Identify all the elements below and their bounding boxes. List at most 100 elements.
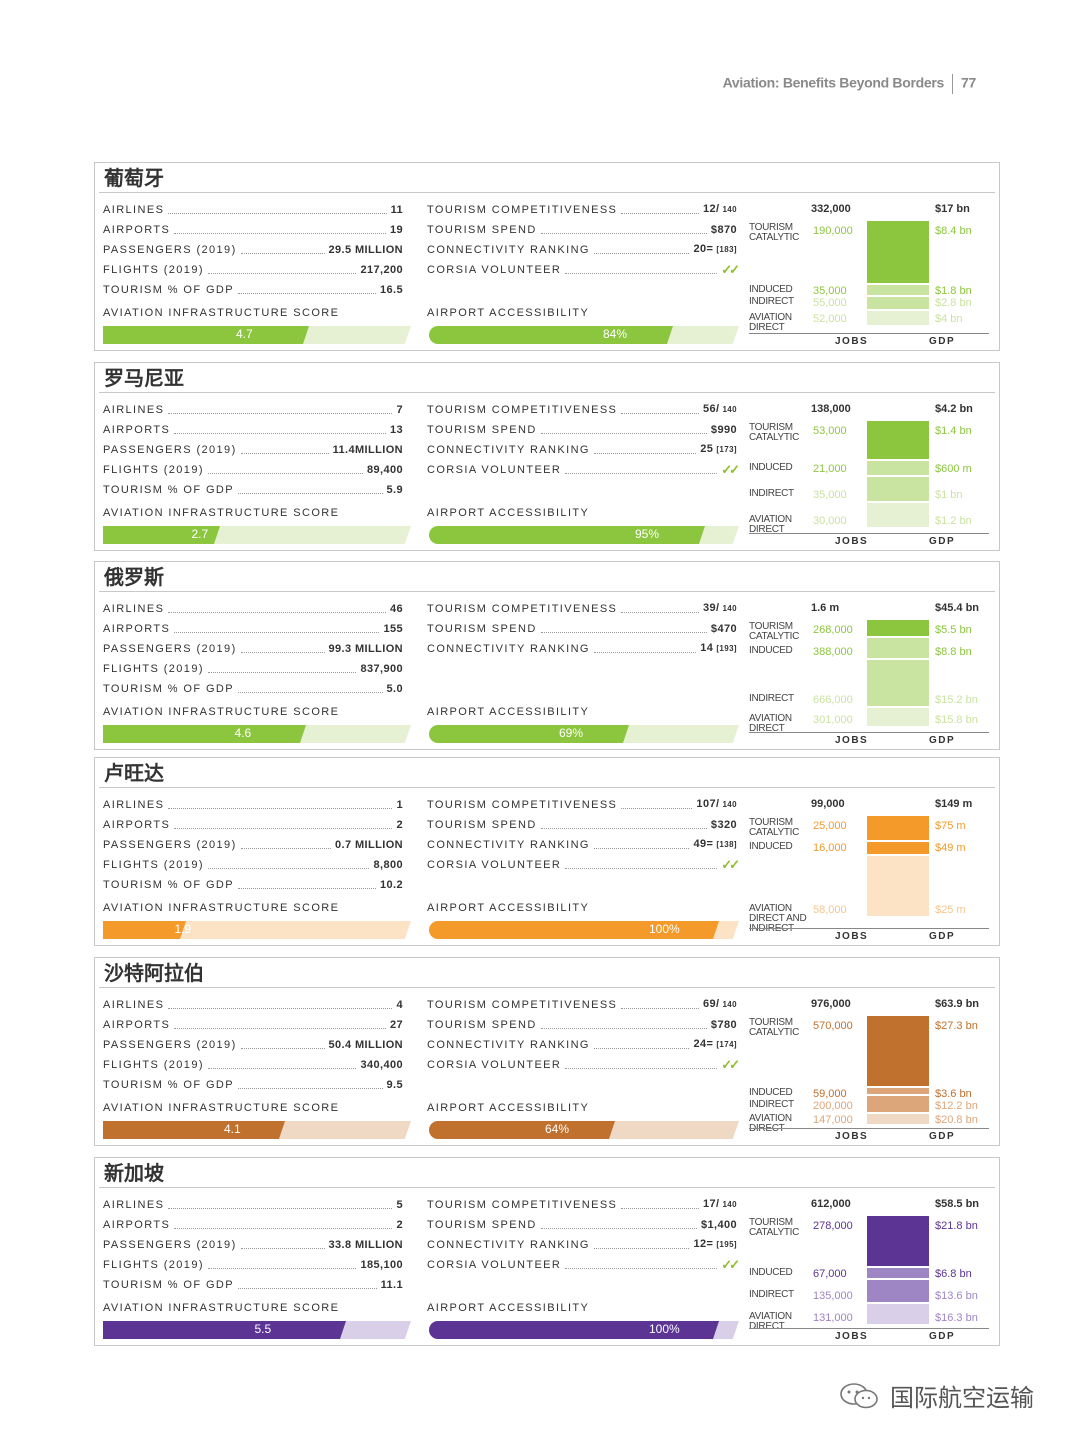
leader-dots bbox=[593, 253, 690, 254]
tourism-spend-row: TOURISM SPEND $1,400 bbox=[427, 1218, 737, 1232]
gdp-segment bbox=[867, 1016, 929, 1086]
row-label: CONNECTIVITY RANKING bbox=[427, 444, 590, 456]
segment-jobs: 53,000 bbox=[813, 425, 847, 437]
gdp-segment bbox=[867, 1216, 929, 1266]
gdp-segment bbox=[867, 1280, 929, 1302]
airport-accessibility-bar: 84% bbox=[429, 326, 739, 344]
access-label: AIRPORT ACCESSIBILITY bbox=[427, 1302, 590, 1314]
bar-fill bbox=[429, 1121, 615, 1139]
segment-jobs: 30,000 bbox=[813, 515, 847, 527]
airlines-row: AIRLINES 1 bbox=[103, 798, 403, 812]
row-label: TOURISM COMPETITIVENESS bbox=[427, 799, 618, 811]
tourism-gdp-row: TOURISM % OF GDP 11.1 bbox=[103, 1278, 403, 1292]
leader-dots bbox=[240, 253, 325, 254]
segment-jobs: 55,000 bbox=[813, 297, 847, 309]
row-value: 9.5 bbox=[386, 1079, 403, 1091]
segment-label: AVIATION DIRECT bbox=[749, 1113, 792, 1134]
segment-label: INDUCED bbox=[749, 284, 793, 295]
airports-row: AIRPORTS 27 bbox=[103, 1018, 403, 1032]
leader-dots bbox=[168, 413, 393, 414]
segment-label: INDIRECT bbox=[749, 693, 794, 704]
corsia-volunteer-row: CORSIA VOLUNTEER ✓✓ bbox=[427, 1258, 740, 1272]
gdp-segment bbox=[867, 638, 929, 658]
row-label: TOURISM % OF GDP bbox=[103, 879, 234, 891]
access-label: AIRPORT ACCESSIBILITY bbox=[427, 507, 590, 519]
row-label: PASSENGERS (2019) bbox=[103, 244, 237, 256]
segment-gdp: $1.2 bn bbox=[935, 515, 972, 527]
value-main: 107/ bbox=[696, 798, 720, 810]
leader-dots bbox=[207, 473, 363, 474]
row-value: 5.0 bbox=[386, 683, 403, 695]
gdp-total: $149 m bbox=[935, 798, 973, 810]
segment-gdp: $25 m bbox=[935, 904, 966, 916]
bar-fill bbox=[103, 921, 186, 939]
leader-dots bbox=[593, 1048, 690, 1049]
gdp-axis-label: GDP bbox=[929, 931, 956, 942]
access-value: 64% bbox=[545, 1122, 570, 1136]
segment-label: INDUCED bbox=[749, 1267, 793, 1278]
value-main: $870 bbox=[710, 224, 737, 236]
leader-dots bbox=[237, 493, 383, 494]
row-value: 56/140 bbox=[703, 402, 737, 417]
page-header: Aviation: Benefits Beyond Borders 77 bbox=[723, 74, 976, 94]
leader-dots bbox=[174, 1028, 386, 1029]
row-value: 13 bbox=[389, 424, 403, 436]
jobs-total: 976,000 bbox=[811, 998, 851, 1010]
jobs-axis-label: JOBS bbox=[835, 336, 869, 347]
chart-baseline bbox=[749, 732, 989, 733]
value-main: 14 bbox=[700, 642, 714, 654]
country-panel: 俄罗斯 AIRLINES 46 AIRPORTS 155 PASSENGERS (2019… bbox=[94, 561, 1000, 750]
leader-dots bbox=[621, 1208, 699, 1209]
value-of: 140 bbox=[722, 800, 737, 809]
corsia-volunteer-row: CORSIA VOLUNTEER ✓✓ bbox=[427, 858, 740, 872]
corsia-volunteer-row: CORSIA VOLUNTEER ✓✓ bbox=[427, 463, 740, 477]
segment-jobs: 131,000 bbox=[813, 1312, 853, 1324]
tourism-competitiveness-row: TOURISM COMPETITIVENESS 69/140 bbox=[427, 998, 737, 1012]
wechat-icon bbox=[840, 1382, 878, 1408]
row-label: CONNECTIVITY RANKING bbox=[427, 643, 590, 655]
leader-dots bbox=[174, 1228, 393, 1229]
segment-jobs: 16,000 bbox=[813, 842, 847, 854]
row-value: 39/140 bbox=[703, 601, 737, 616]
header-divider bbox=[952, 74, 954, 94]
passengers-row: PASSENGERS (2019) 0.7 MILLION bbox=[103, 838, 403, 852]
tourism-competitiveness-row: TOURISM COMPETITIVENESS 17/140 bbox=[427, 1198, 737, 1212]
connectivity-ranking-row: CONNECTIVITY RANKING 20= [183] bbox=[427, 243, 737, 257]
airlines-row: AIRLINES 5 bbox=[103, 1198, 403, 1212]
row-value: 12/140 bbox=[703, 202, 737, 217]
corsia-check-icon: ✓✓ bbox=[721, 1057, 740, 1072]
gdp-segment bbox=[867, 1096, 929, 1112]
jobs-total: 332,000 bbox=[811, 203, 851, 215]
leader-dots bbox=[240, 848, 332, 849]
jobs-total: 99,000 bbox=[811, 798, 845, 810]
leader-dots bbox=[174, 233, 386, 234]
chart-baseline bbox=[749, 333, 989, 334]
flights-row: FLIGHTS (2019) 837,900 bbox=[103, 662, 403, 676]
row-value: $470 bbox=[711, 622, 737, 636]
bar-fill bbox=[103, 1121, 285, 1139]
row-label: AIRLINES bbox=[103, 999, 165, 1011]
row-label: PASSENGERS (2019) bbox=[103, 643, 237, 655]
access-value: 100% bbox=[649, 1322, 680, 1336]
bar-fill bbox=[103, 1321, 346, 1339]
airport-accessibility-bar: 64% bbox=[429, 1121, 739, 1139]
gdp-segment bbox=[867, 285, 929, 295]
segment-gdp: $75 m bbox=[935, 820, 966, 832]
value-main: $320 bbox=[710, 819, 737, 831]
tourism-gdp-row: TOURISM % OF GDP 5.9 bbox=[103, 483, 403, 497]
airport-accessibility-bar: 95% bbox=[429, 526, 739, 544]
corsia-check-icon: ✓✓ bbox=[721, 262, 740, 277]
segment-label: AVIATION DIRECT bbox=[749, 514, 792, 535]
row-label: AIRLINES bbox=[103, 204, 165, 216]
leader-dots bbox=[540, 632, 707, 633]
segment-jobs: 135,000 bbox=[813, 1290, 853, 1302]
passengers-row: PASSENGERS (2019) 50.4 MILLION bbox=[103, 1038, 403, 1052]
infra-label: AVIATION INFRASTRUCTURE SCORE bbox=[103, 902, 340, 914]
row-label: AIRPORTS bbox=[103, 623, 171, 635]
row-label: AIRLINES bbox=[103, 603, 165, 615]
row-value: 12= [195] bbox=[693, 1237, 737, 1252]
value-of: [193] bbox=[716, 644, 737, 653]
row-label: TOURISM COMPETITIVENESS bbox=[427, 404, 618, 416]
row-value: 340,400 bbox=[360, 1059, 403, 1071]
value-main: 17/ bbox=[702, 1198, 720, 1210]
